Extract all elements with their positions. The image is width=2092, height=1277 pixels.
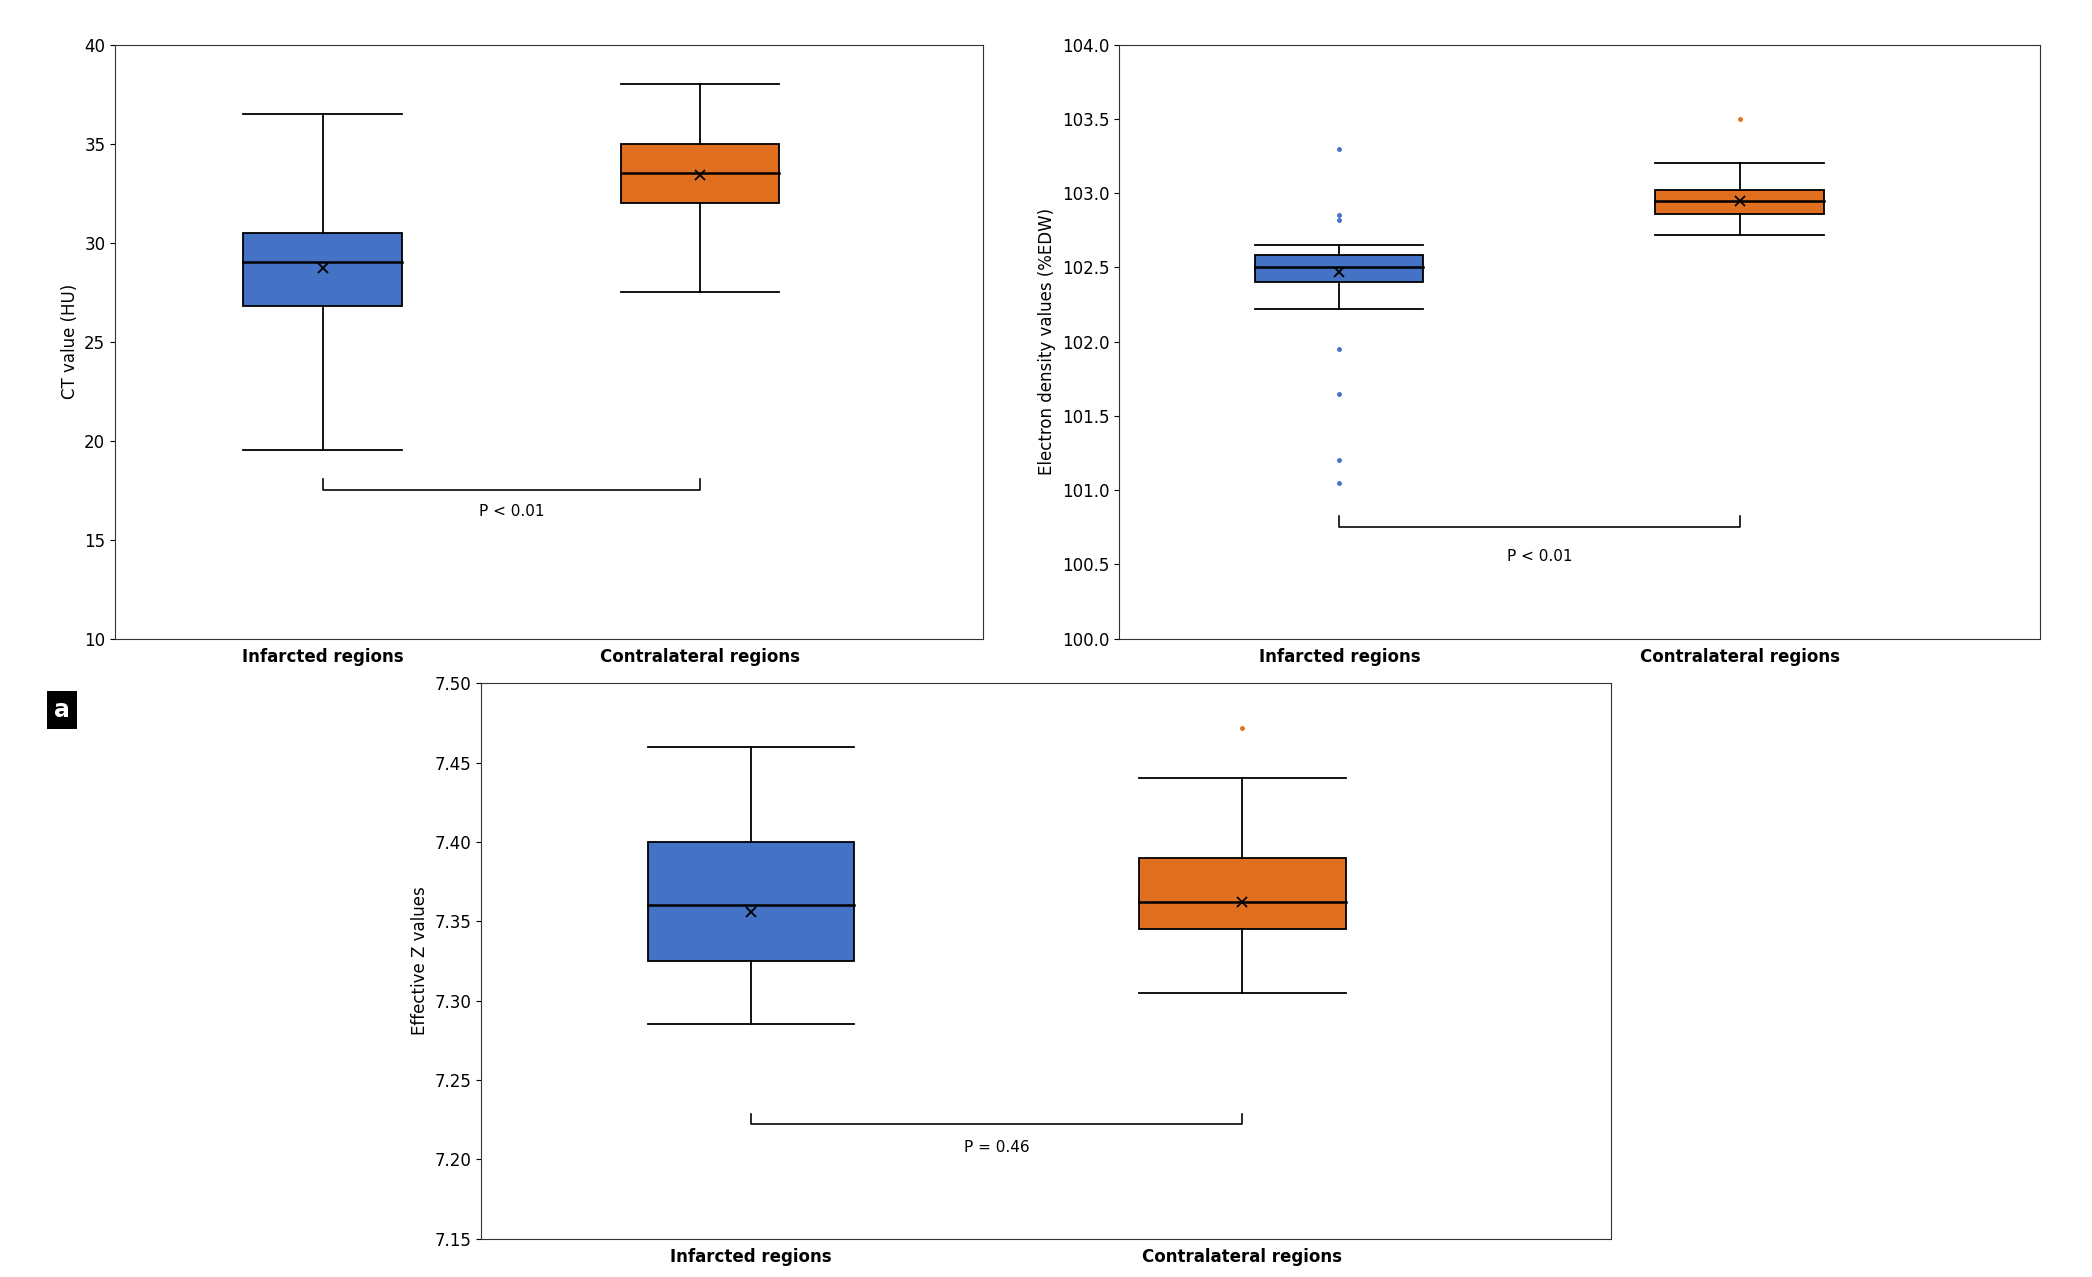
Y-axis label: CT value (HU): CT value (HU)	[61, 283, 79, 400]
Bar	[1255, 255, 1423, 282]
Text: a: a	[54, 697, 71, 722]
Y-axis label: Effective Z values: Effective Z values	[410, 886, 429, 1036]
Y-axis label: Electron density values (%EDW): Electron density values (%EDW)	[1038, 208, 1056, 475]
Text: P < 0.01: P < 0.01	[479, 504, 544, 518]
Bar	[1140, 858, 1345, 930]
Bar	[1655, 190, 1824, 215]
Text: P = 0.46: P = 0.46	[964, 1140, 1029, 1156]
Bar	[243, 232, 402, 306]
Text: P < 0.01: P < 0.01	[1506, 549, 1573, 564]
Bar	[621, 143, 780, 203]
Bar	[649, 842, 854, 960]
Text: b: b	[1054, 697, 1071, 722]
